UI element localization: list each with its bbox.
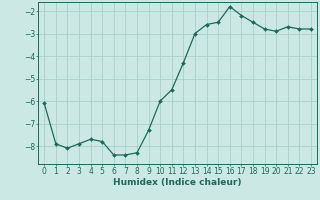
X-axis label: Humidex (Indice chaleur): Humidex (Indice chaleur) — [113, 178, 242, 187]
